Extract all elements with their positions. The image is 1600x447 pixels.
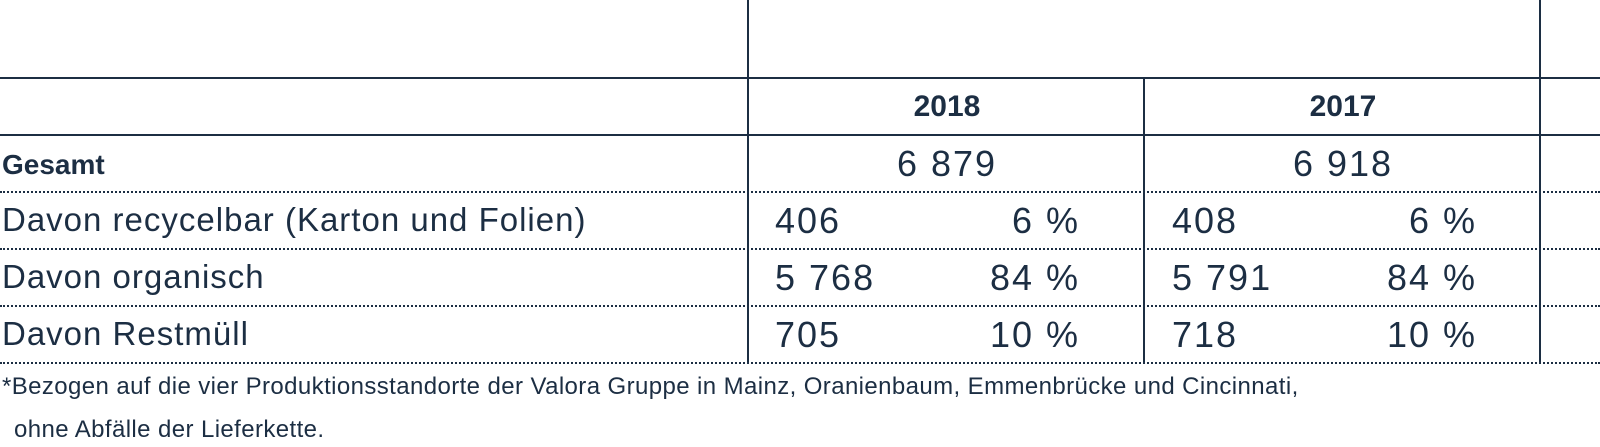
total-value-2017: 6 918 [1292,143,1394,184]
share-2018: 6 % [1011,200,1080,241]
total-row-label: Gesamt [2,149,105,180]
row-label: Davon Restmüll [2,315,249,352]
share-2017: 10 % [1386,314,1477,355]
row-divider [0,305,1600,307]
row-divider [0,248,1600,250]
share-2017: 6 % [1408,200,1477,241]
row-label: Davon organisch [2,258,265,295]
amount-2018: 406 [775,200,842,241]
column-divider [1143,78,1145,363]
amount-2018: 5 768 [775,257,876,298]
header-top-rule [0,77,1600,79]
footnote-line-2: ohne Abfälle der Lieferkette. [14,416,325,443]
share-2017: 84 % [1386,257,1477,298]
column-divider [747,0,749,363]
column-divider [1539,0,1541,363]
share-2018: 84 % [989,257,1080,298]
column-header-2018: 2018 [913,90,981,123]
column-header-2017: 2017 [1309,90,1377,123]
footnote-line-1: *Bezogen auf die vier Produktionsstandor… [2,373,1299,400]
amount-2017: 408 [1172,200,1239,241]
amount-2018: 705 [775,314,842,355]
header-bottom-rule [0,134,1600,136]
share-2018: 10 % [989,314,1080,355]
table-bottom-rule [0,362,1600,364]
total-value-2018: 6 879 [896,143,998,184]
amount-2017: 718 [1172,314,1239,355]
row-label: Davon recycelbar (Karton und Folien) [2,201,587,238]
amount-2017: 5 791 [1172,257,1273,298]
row-divider [0,191,1600,193]
